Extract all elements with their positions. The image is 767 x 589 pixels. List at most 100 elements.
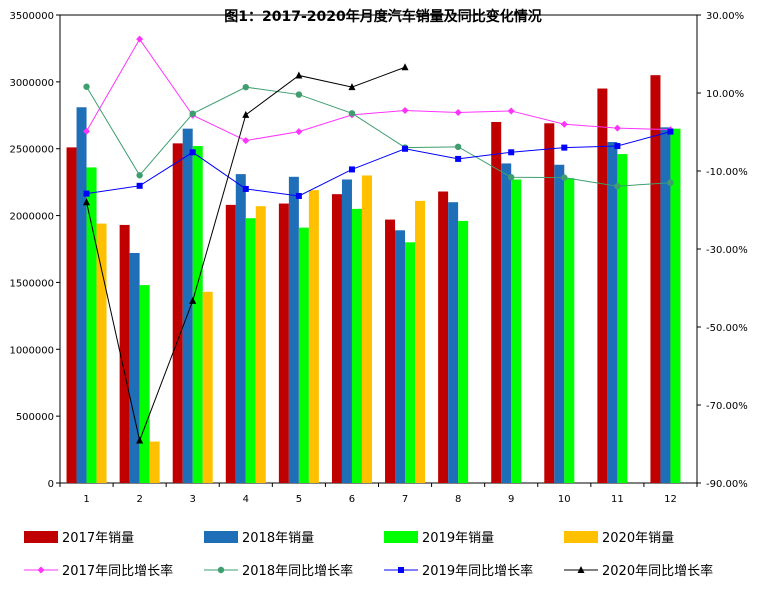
bar-4-5 — [308, 190, 319, 483]
bar-1-9 — [491, 121, 502, 483]
right-axis-tick-label: -10.00% — [706, 167, 748, 178]
legend-marker-line-4 — [577, 566, 585, 573]
line-point-4-3 — [189, 296, 197, 304]
left-axis-tick-label: 1000000 — [9, 345, 54, 356]
line-point-1-1 — [83, 127, 91, 135]
line-point-2-9 — [508, 174, 515, 181]
x-axis-tick-label: 3 — [190, 494, 196, 505]
line-point-2-8 — [454, 143, 462, 151]
right-axis-tick-label: -50.00% — [706, 323, 748, 334]
left-axis-tick-label: 500000 — [16, 412, 54, 423]
line-point-3-9 — [508, 149, 515, 156]
bar-3-11 — [617, 154, 628, 483]
bar-3-1 — [86, 167, 97, 484]
bar-3-12 — [670, 128, 681, 483]
line-point-3-8 — [455, 155, 462, 162]
bar-4-1 — [96, 223, 107, 483]
line-point-1-2 — [136, 35, 144, 43]
line-point-3-2 — [136, 182, 143, 189]
line-point-3-12 — [667, 128, 674, 135]
bar-3-9 — [511, 179, 522, 483]
line-point-3-6 — [348, 166, 355, 173]
bar-2-5 — [288, 176, 299, 483]
x-axis-tick-label: 5 — [296, 494, 302, 505]
left-axis-tick-label: 2000000 — [9, 212, 54, 223]
left-axis-tick-label: 2500000 — [9, 145, 54, 156]
bar-4-4 — [255, 206, 266, 483]
line-point-2-4 — [242, 83, 249, 91]
bar-3-8 — [458, 220, 469, 484]
left-axis-tick-label: 3500000 — [9, 11, 54, 22]
bar-1-2 — [119, 224, 130, 483]
bar-3-5 — [298, 227, 309, 483]
bar-3-7 — [405, 242, 416, 483]
line-point-1-5 — [295, 128, 303, 136]
legend-swatch-bar-2 — [204, 531, 238, 543]
line-point-2-3 — [189, 110, 196, 117]
line-point-1-11 — [613, 124, 621, 132]
legend-label-bar-4: 2020年销量 — [602, 531, 674, 546]
line-point-4-6 — [348, 83, 356, 91]
legend-swatch-bar-1 — [24, 531, 58, 543]
bar-3-10 — [564, 178, 575, 484]
bar-3-4 — [245, 218, 256, 483]
bar-1-1 — [66, 147, 77, 483]
x-axis-tick-label: 6 — [349, 494, 355, 505]
bar-3-3 — [192, 146, 203, 484]
legend-swatch-bar-3 — [384, 531, 418, 543]
right-axis-tick-label: -70.00% — [706, 401, 748, 412]
legend-label-line-1: 2017年同比增长率 — [62, 563, 173, 579]
legend-label-line-4: 2020年同比增长率 — [602, 563, 713, 579]
bar-1-11 — [597, 88, 608, 484]
x-axis-tick-label: 12 — [664, 494, 677, 505]
legend-label-bar-2: 2018年销量 — [242, 531, 314, 546]
bar-2-1 — [76, 107, 87, 484]
legend-marker-line-1 — [37, 566, 45, 574]
legend-label-line-3: 2019年同比增长率 — [422, 563, 533, 579]
bar-4-7 — [415, 200, 426, 483]
line-series-1 — [86, 38, 671, 142]
x-axis-tick-label: 11 — [611, 494, 624, 505]
line-point-4-7 — [401, 63, 409, 71]
line-point-1-8 — [454, 109, 462, 116]
line-point-3-5 — [295, 192, 302, 199]
bar-2-7 — [395, 230, 406, 483]
legend-marker-line-3 — [398, 567, 404, 573]
bar-2-10 — [554, 164, 565, 483]
line-point-3-1 — [83, 190, 90, 197]
line-point-4-4 — [242, 110, 250, 118]
left-axis-tick-label: 0 — [48, 479, 54, 490]
line-point-2-10 — [561, 174, 568, 181]
bar-1-5 — [278, 203, 289, 483]
line-point-2-1 — [83, 83, 90, 90]
legend-label-bar-3: 2019年销量 — [422, 531, 494, 546]
legend-marker-line-2 — [217, 566, 225, 574]
bar-4-2 — [149, 441, 160, 483]
line-point-3-10 — [561, 144, 568, 151]
bar-1-6 — [331, 194, 342, 484]
bar-1-3 — [172, 143, 183, 483]
legend-label-line-2: 2018年同比增长率 — [242, 563, 353, 579]
right-axis-tick-label: 10.00% — [706, 89, 744, 100]
bar-1-7 — [385, 219, 396, 483]
bar-4-6 — [361, 175, 372, 483]
line-point-1-4 — [242, 137, 250, 145]
legend-swatch-bar-4 — [564, 531, 598, 543]
left-axis-tick-label: 1500000 — [9, 278, 54, 289]
line-point-2-2 — [136, 172, 143, 179]
bar-2-3 — [182, 128, 193, 483]
bar-3-2 — [139, 285, 150, 483]
bar-1-10 — [544, 123, 555, 484]
line-point-2-11 — [614, 183, 621, 190]
line-point-4-1 — [83, 198, 91, 206]
x-axis-tick-label: 10 — [558, 494, 571, 505]
x-axis-tick-label: 8 — [455, 494, 461, 505]
bar-2-2 — [129, 253, 140, 483]
bar-2-4 — [235, 174, 246, 483]
line-point-1-9 — [507, 107, 515, 115]
bar-4-3 — [202, 291, 213, 483]
x-axis-tick-label: 7 — [402, 494, 408, 505]
bar-2-8 — [448, 202, 459, 483]
bar-1-12 — [650, 75, 661, 484]
